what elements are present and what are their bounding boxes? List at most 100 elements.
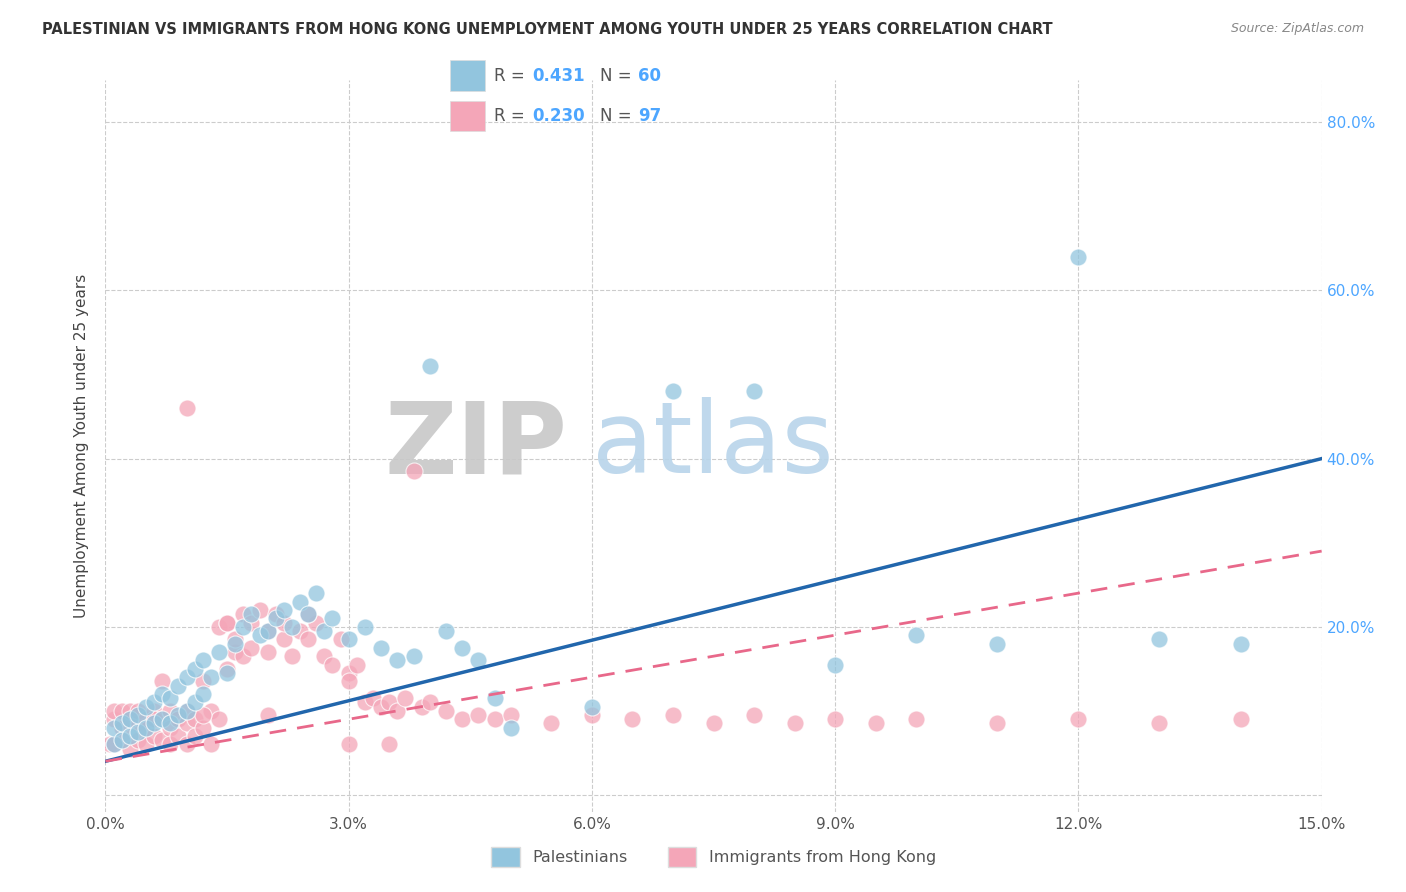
Point [621, 712, 644, 726]
Point [191, 653, 214, 667]
Point [150, 712, 173, 726]
Point [224, 632, 246, 647]
Point [111, 733, 134, 747]
Text: atlas: atlas [592, 398, 834, 494]
Point [419, 359, 441, 373]
Point [256, 624, 278, 638]
Point [143, 729, 166, 743]
Point [742, 384, 765, 399]
Point [208, 645, 231, 659]
Point [783, 716, 806, 731]
Point [183, 695, 205, 709]
Point [273, 603, 295, 617]
Point [176, 716, 198, 731]
Point [1067, 712, 1090, 726]
Point [159, 721, 181, 735]
Point [434, 704, 457, 718]
Point [581, 699, 603, 714]
Point [143, 695, 166, 709]
Point [288, 594, 311, 608]
Point [240, 607, 263, 622]
Point [370, 699, 392, 714]
Point [127, 724, 149, 739]
Point [183, 729, 205, 743]
Point [297, 607, 319, 622]
Point [135, 699, 157, 714]
Point [159, 716, 181, 731]
Point [281, 620, 304, 634]
Point [370, 640, 392, 655]
Point [1149, 716, 1171, 731]
Point [208, 712, 231, 726]
Point [103, 738, 125, 752]
Point [354, 620, 377, 634]
Bar [450, 61, 485, 91]
Point [232, 620, 254, 634]
Point [143, 704, 166, 718]
Point [103, 721, 125, 735]
Point [200, 738, 222, 752]
Point [208, 620, 231, 634]
Point [824, 657, 846, 672]
Point [451, 712, 474, 726]
Point [118, 729, 141, 743]
Point [249, 603, 271, 617]
Point [337, 674, 360, 689]
Point [273, 615, 295, 630]
Point [499, 721, 522, 735]
Point [176, 401, 198, 416]
Bar [450, 101, 485, 131]
Point [484, 691, 506, 706]
Y-axis label: Unemployment Among Youth under 25 years: Unemployment Among Youth under 25 years [75, 274, 90, 618]
Point [394, 691, 416, 706]
Point [127, 708, 149, 723]
Point [314, 649, 336, 664]
Point [1067, 250, 1090, 264]
Point [986, 716, 1008, 731]
Point [1149, 632, 1171, 647]
Point [118, 712, 141, 726]
Point [111, 733, 134, 747]
Point [167, 708, 190, 723]
Point [346, 657, 368, 672]
Point [217, 615, 239, 630]
Point [135, 738, 157, 752]
Point [378, 738, 401, 752]
Point [217, 662, 239, 676]
Point [167, 712, 190, 726]
Point [232, 607, 254, 622]
Point [865, 716, 887, 731]
Point [256, 624, 278, 638]
Point [314, 624, 336, 638]
Text: Source: ZipAtlas.com: Source: ZipAtlas.com [1230, 22, 1364, 36]
Point [249, 628, 271, 642]
Text: 0.431: 0.431 [531, 67, 585, 85]
Point [387, 704, 409, 718]
Point [402, 649, 425, 664]
Point [176, 738, 198, 752]
Point [103, 704, 125, 718]
Point [159, 738, 181, 752]
Point [905, 628, 928, 642]
Point [499, 708, 522, 723]
Point [217, 665, 239, 680]
Point [467, 653, 489, 667]
Point [127, 716, 149, 731]
Text: 0.230: 0.230 [531, 107, 585, 125]
Point [321, 657, 343, 672]
Point [143, 716, 166, 731]
Point [1229, 712, 1251, 726]
Point [176, 704, 198, 718]
Point [118, 712, 141, 726]
Point [378, 695, 401, 709]
Point [986, 636, 1008, 650]
Point [361, 691, 384, 706]
Point [240, 640, 263, 655]
Point [264, 611, 287, 625]
Point [191, 708, 214, 723]
Text: R =: R = [495, 67, 530, 85]
Point [150, 712, 173, 726]
Point [419, 695, 441, 709]
Point [305, 586, 328, 600]
Point [176, 704, 198, 718]
